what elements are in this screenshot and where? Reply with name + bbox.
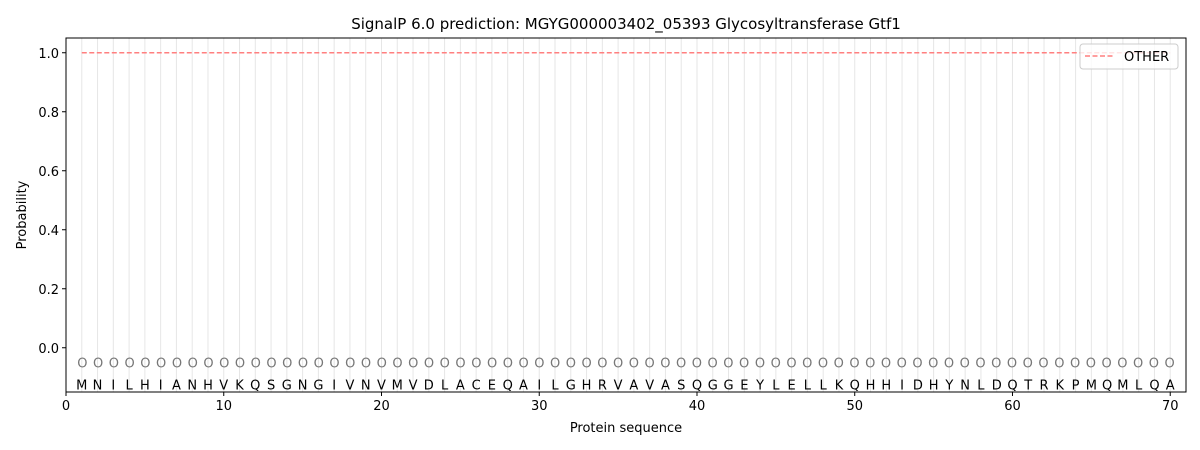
plot-frame — [65, 37, 1187, 393]
residue-label: Y — [944, 378, 953, 393]
residue-label: H — [866, 378, 876, 393]
x-tick-label: 0 — [62, 399, 70, 414]
chart-title: SignalP 6.0 prediction: MGYG000003402_05… — [351, 15, 901, 34]
residue-label: L — [551, 378, 559, 393]
residue-label: L — [125, 378, 133, 393]
residue-label: D — [424, 378, 434, 393]
y-axis-label: Probability — [15, 180, 30, 249]
residue-label: G — [566, 378, 576, 393]
residue-label: A — [456, 378, 465, 393]
residue-label: C — [472, 378, 481, 393]
residue-label: E — [488, 378, 496, 393]
y-tick-label: 0.2 — [38, 283, 59, 298]
x-tick-label: 30 — [531, 399, 548, 414]
residue-label: I — [537, 378, 541, 393]
residue-label: I — [332, 378, 336, 393]
residue-label: M — [1117, 378, 1128, 393]
residue-label: Q — [692, 378, 702, 393]
residue-label: Q — [503, 378, 513, 393]
residue-label: K — [835, 378, 844, 393]
x-tick-label: 50 — [846, 399, 863, 414]
residue-label: M — [392, 378, 403, 393]
residue-label: L — [441, 378, 449, 393]
residue-label: G — [723, 378, 733, 393]
residue-grid — [81, 38, 1171, 392]
x-tick-label: 20 — [373, 399, 390, 414]
residue-label: G — [708, 378, 718, 393]
residue-label: Q — [850, 378, 860, 393]
residue-label: H — [203, 378, 213, 393]
residue-label: L — [804, 378, 812, 393]
y-tick-label: 0.8 — [38, 106, 59, 121]
residue-label: V — [645, 378, 654, 393]
legend-label-other: OTHER — [1124, 50, 1169, 65]
residue-label: S — [677, 378, 685, 393]
residue-label: V — [219, 378, 228, 393]
residue-label: K — [1056, 378, 1065, 393]
x-tick-label: 10 — [215, 399, 232, 414]
residue-label: A — [629, 378, 638, 393]
residue-label: D — [992, 378, 1002, 393]
y-tick-label: 0.0 — [38, 342, 59, 357]
residue-label: Q — [1102, 378, 1112, 393]
region-labels: OOOOOOOOOOOOOOOOOOOOOOOOOOOOOOOOOOOOOOOO… — [77, 357, 1174, 372]
residue-label: I — [900, 378, 904, 393]
residue-label: H — [929, 378, 939, 393]
residue-label: N — [93, 378, 103, 393]
residue-label: I — [159, 378, 163, 393]
residue-label: R — [598, 378, 607, 393]
y-tick-label: 0.6 — [38, 165, 59, 180]
residue-label: N — [298, 378, 308, 393]
residue-label: L — [977, 378, 985, 393]
residue-label: I — [111, 378, 115, 393]
residue-label: T — [1023, 378, 1032, 393]
residue-label: G — [313, 378, 323, 393]
x-tick-label: 70 — [1162, 399, 1179, 414]
residue-label: V — [377, 378, 386, 393]
x-tick-label: 40 — [689, 399, 706, 414]
residue-label: P — [1072, 378, 1080, 393]
axis-ticks: 0 10 20 30 40 50 60 70 0.0 0.2 0.4 0.6 0.8 1.0 — [38, 47, 1178, 414]
residue-label: H — [140, 378, 150, 393]
residue-label: G — [282, 378, 292, 393]
residue-label: L — [1135, 378, 1143, 393]
legend-box — [1079, 43, 1179, 70]
residue-labels: OOOOOOOOOOOOOOOOOOOOOOOOOOOOOOOOOOOOOOOO… — [76, 357, 1175, 394]
residue-label: R — [1040, 378, 1049, 393]
y-tick-label: 0.4 — [38, 224, 59, 239]
residue-label: M — [76, 378, 87, 393]
residue-label: N — [361, 378, 371, 393]
residue-label: K — [235, 378, 244, 393]
residue-label: V — [345, 378, 354, 393]
residue-label: L — [772, 378, 780, 393]
residue-label: L — [820, 378, 828, 393]
residue-label: Y — [755, 378, 764, 393]
residue-label: H — [582, 378, 592, 393]
residue-label: E — [740, 378, 748, 393]
residue-label: Q — [1149, 378, 1159, 393]
residue-label: S — [267, 378, 275, 393]
residue-label: A — [519, 378, 528, 393]
residue-label: A — [1166, 378, 1175, 393]
legend: OTHER — [1079, 43, 1179, 70]
residue-label: N — [960, 378, 970, 393]
residue-label: Q — [250, 378, 260, 393]
residue-label: A — [661, 378, 670, 393]
residue-label: D — [913, 378, 923, 393]
residue-label: V — [409, 378, 418, 393]
y-tick-label: 1.0 — [38, 47, 59, 62]
residue-label: Q — [1007, 378, 1017, 393]
x-tick-label: 60 — [1004, 399, 1021, 414]
x-axis-label: Protein sequence — [570, 421, 682, 436]
residue-label: A — [172, 378, 181, 393]
residue-label: V — [614, 378, 623, 393]
residue-label: N — [187, 378, 197, 393]
residue-label: E — [788, 378, 796, 393]
residue-label: H — [881, 378, 891, 393]
residue-label: M — [1086, 378, 1097, 393]
